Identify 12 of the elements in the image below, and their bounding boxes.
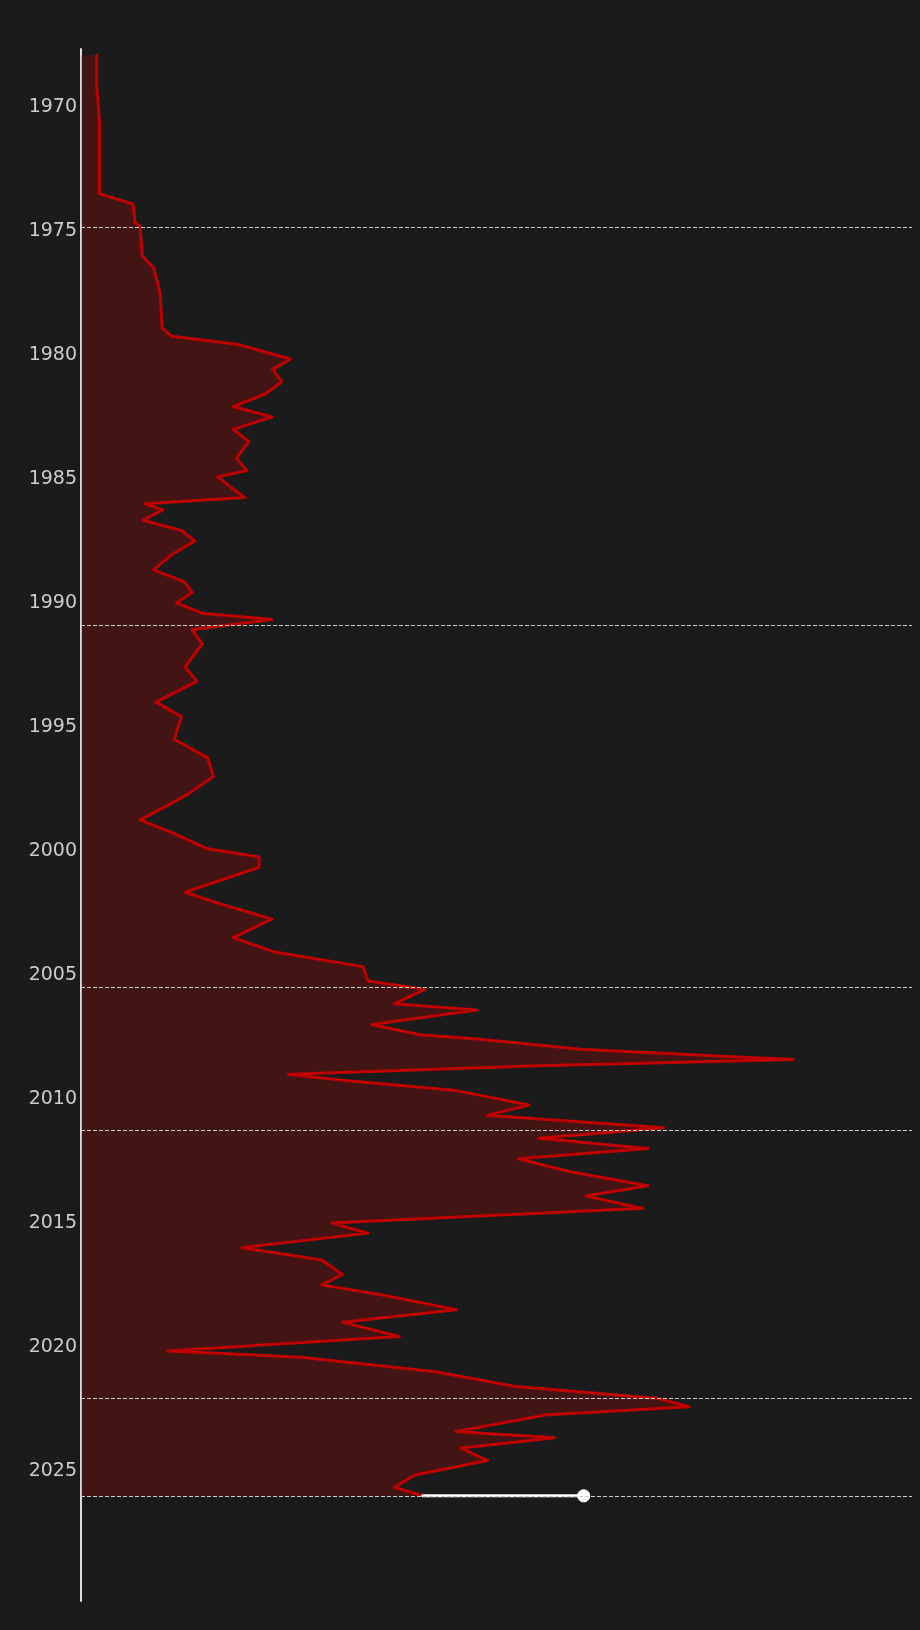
y-tick-label: 1970 — [28, 93, 77, 116]
y-tick-label: 2025 — [28, 1457, 77, 1480]
y-tick-label: 2015 — [28, 1209, 77, 1232]
y-tick-label: 1990 — [28, 589, 77, 612]
y-tick-label: 1975 — [28, 217, 77, 240]
y-tick-label: 2000 — [28, 837, 77, 860]
y-tick-label: 1985 — [28, 465, 77, 488]
y-tick-label: 2010 — [28, 1085, 77, 1108]
y-tick-label: 1980 — [28, 341, 77, 364]
y-tick-label: 2005 — [28, 961, 77, 984]
y-tick-label: 1995 — [28, 713, 77, 736]
y-tick-label: 2020 — [28, 1333, 77, 1356]
